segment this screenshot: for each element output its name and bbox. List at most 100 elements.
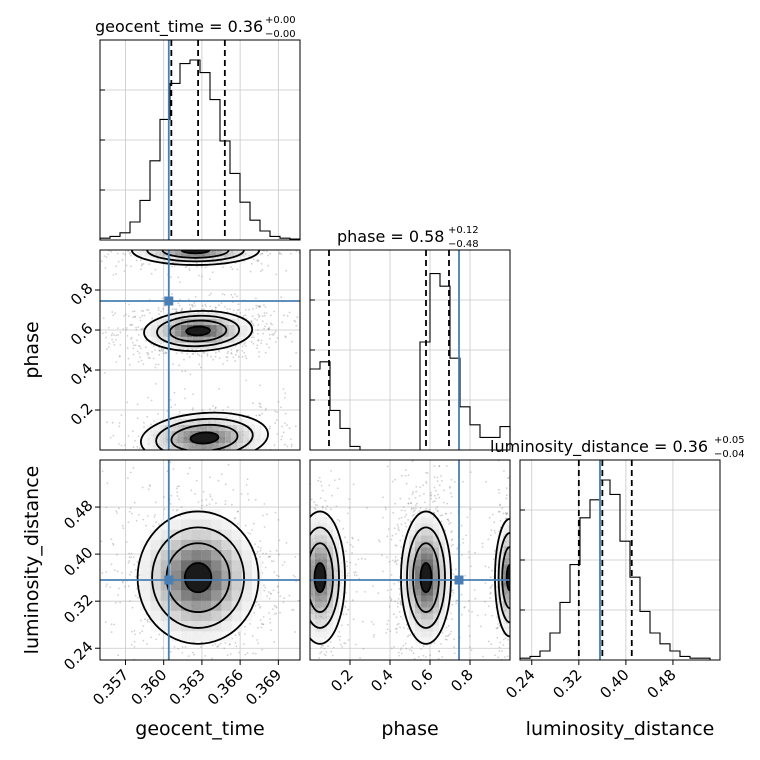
scatter-point [168,244,170,246]
scatter-point [181,307,184,310]
scatter-point [152,357,155,360]
scatter-point [171,293,174,296]
scatter-point [199,366,202,369]
density-cell [141,437,148,443]
scatter-point [193,464,195,466]
scatter-point [191,352,194,355]
scatter-point [289,252,292,255]
density-cell [210,250,217,257]
scatter-point [321,506,324,509]
scatter-point [306,582,308,584]
density-cell [216,250,223,257]
scatter-point [346,512,349,515]
density-cell [201,413,208,419]
scatter-point [177,276,180,279]
scatter-point [257,313,260,316]
scatter-point [174,404,177,406]
scatter-point [290,661,292,663]
scatter-point [316,665,318,667]
scatter-point [288,452,290,454]
scatter-point [288,542,290,544]
scatter-point [522,546,524,548]
density-cell [174,256,181,263]
scatter-point [127,250,130,253]
density-cell [153,419,160,425]
scatter-point [244,314,247,317]
scatter-point [104,245,106,247]
scatter-point [269,425,272,428]
scatter-point [261,315,264,317]
scatter-point [514,660,516,662]
scatter-point [140,309,143,312]
scatter-point [506,512,508,515]
scatter-point [501,507,504,509]
scatter-point [76,458,78,460]
scatter-point [323,647,326,650]
scatter-point [156,237,158,239]
scatter-point [512,540,514,542]
scatter-point [222,266,224,269]
density-cell [191,621,202,632]
density-cell [211,529,222,540]
scatter-point [109,436,112,439]
scatter-point [257,323,260,326]
density-cell [153,425,160,431]
scatter-point [432,713,434,715]
scatter-point [225,356,228,358]
scatter-point [260,262,263,265]
scatter-point [304,591,306,593]
scatter-point [132,556,135,558]
scatter-point [186,458,188,460]
scatter-point [116,570,119,573]
scatter-point [285,454,287,456]
scatter-point [263,304,265,306]
scatter-point [286,424,288,426]
density-cell [177,431,184,437]
plot-area [100,460,300,660]
scatter-point [521,545,523,547]
scatter-point [339,635,341,638]
density-cell [234,336,241,343]
scatter-point [222,363,225,365]
scatter-point [241,350,244,352]
scatter-point [192,479,194,481]
scatter-point [162,352,165,355]
scatter-point [165,352,168,354]
scatter-point [498,492,501,494]
density-cell [261,437,268,443]
scatter-point [54,318,56,320]
scatter-point [516,498,518,500]
scatter-point [142,639,145,642]
scatter-point [137,334,140,336]
scatter-point [342,613,345,616]
scatter-point [34,266,36,268]
density-cell [147,431,154,437]
scatter-point [245,308,248,311]
scatter-point [408,648,411,651]
scatter-point [482,655,484,658]
scatter-point [209,454,211,456]
scatter-point [289,332,292,335]
scatter-point [226,359,229,362]
density-cell [150,600,161,611]
scatter-point [441,656,443,658]
scatter-point [182,242,184,244]
scatter-point [430,491,432,494]
scatter-point [400,600,402,603]
scatter-point [525,614,527,616]
scatter-point [130,644,133,646]
scatter-point [201,304,204,307]
scatter-point [143,426,145,428]
scatter-point [66,263,68,265]
density-cell [150,610,161,622]
scatter-point [71,267,73,269]
density-cell [246,330,253,337]
scatter-point [122,527,125,530]
scatter-point [117,451,119,453]
scatter-point [200,226,202,228]
scatter-point [206,456,208,458]
scatter-point [275,605,277,608]
scatter-point [234,353,237,356]
scatter-point [451,530,453,533]
scatter-point [322,665,324,667]
